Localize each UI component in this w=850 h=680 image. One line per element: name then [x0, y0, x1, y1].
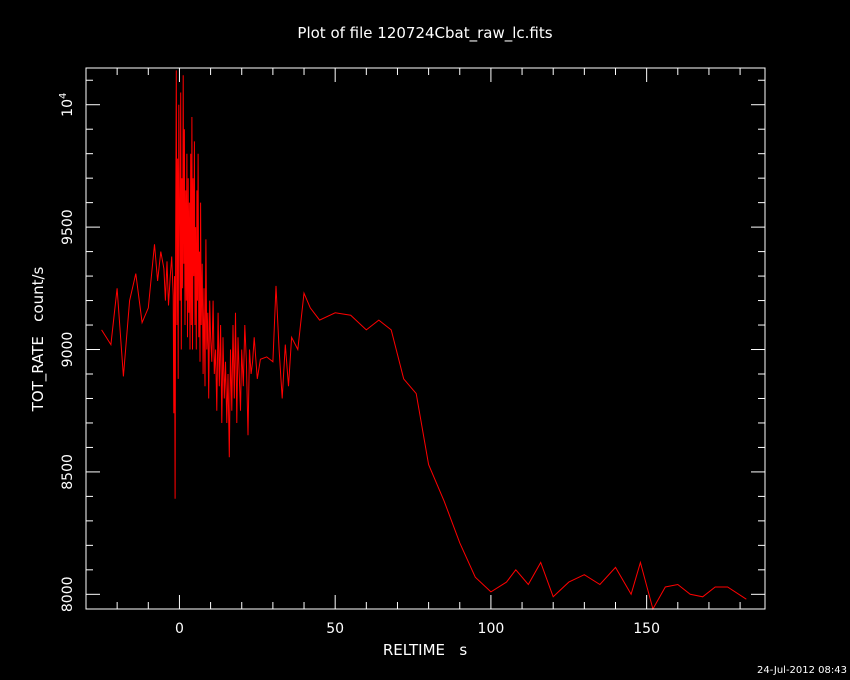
x-tick-label: 100 [478, 621, 505, 637]
y-tick-label: 8000 [60, 576, 76, 612]
x-axis-label: RELTIME s [383, 641, 468, 659]
axis-ticks [86, 68, 765, 609]
plot-frame [85, 67, 766, 610]
y-tick-label: 9500 [60, 209, 76, 245]
y-tick-label: 9000 [60, 332, 76, 368]
y-tick-label: 8500 [60, 454, 76, 490]
timestamp: 24-Jul-2012 08:43 [757, 665, 847, 676]
series-line [101, 70, 747, 611]
x-tick-label: 50 [326, 621, 344, 637]
y-tick-label: 104 [58, 93, 76, 117]
x-tick-label: 150 [633, 621, 660, 637]
x-tick-label: 0 [175, 621, 184, 637]
series-layer [101, 70, 747, 611]
y-axis-label: TOT_RATE count/s [29, 266, 48, 412]
chart-title: Plot of file 120724Cbat_raw_lc.fits [297, 24, 552, 43]
tick-labels: 0 50 100 150 8000 8500 9000 9500 104 [58, 93, 660, 637]
